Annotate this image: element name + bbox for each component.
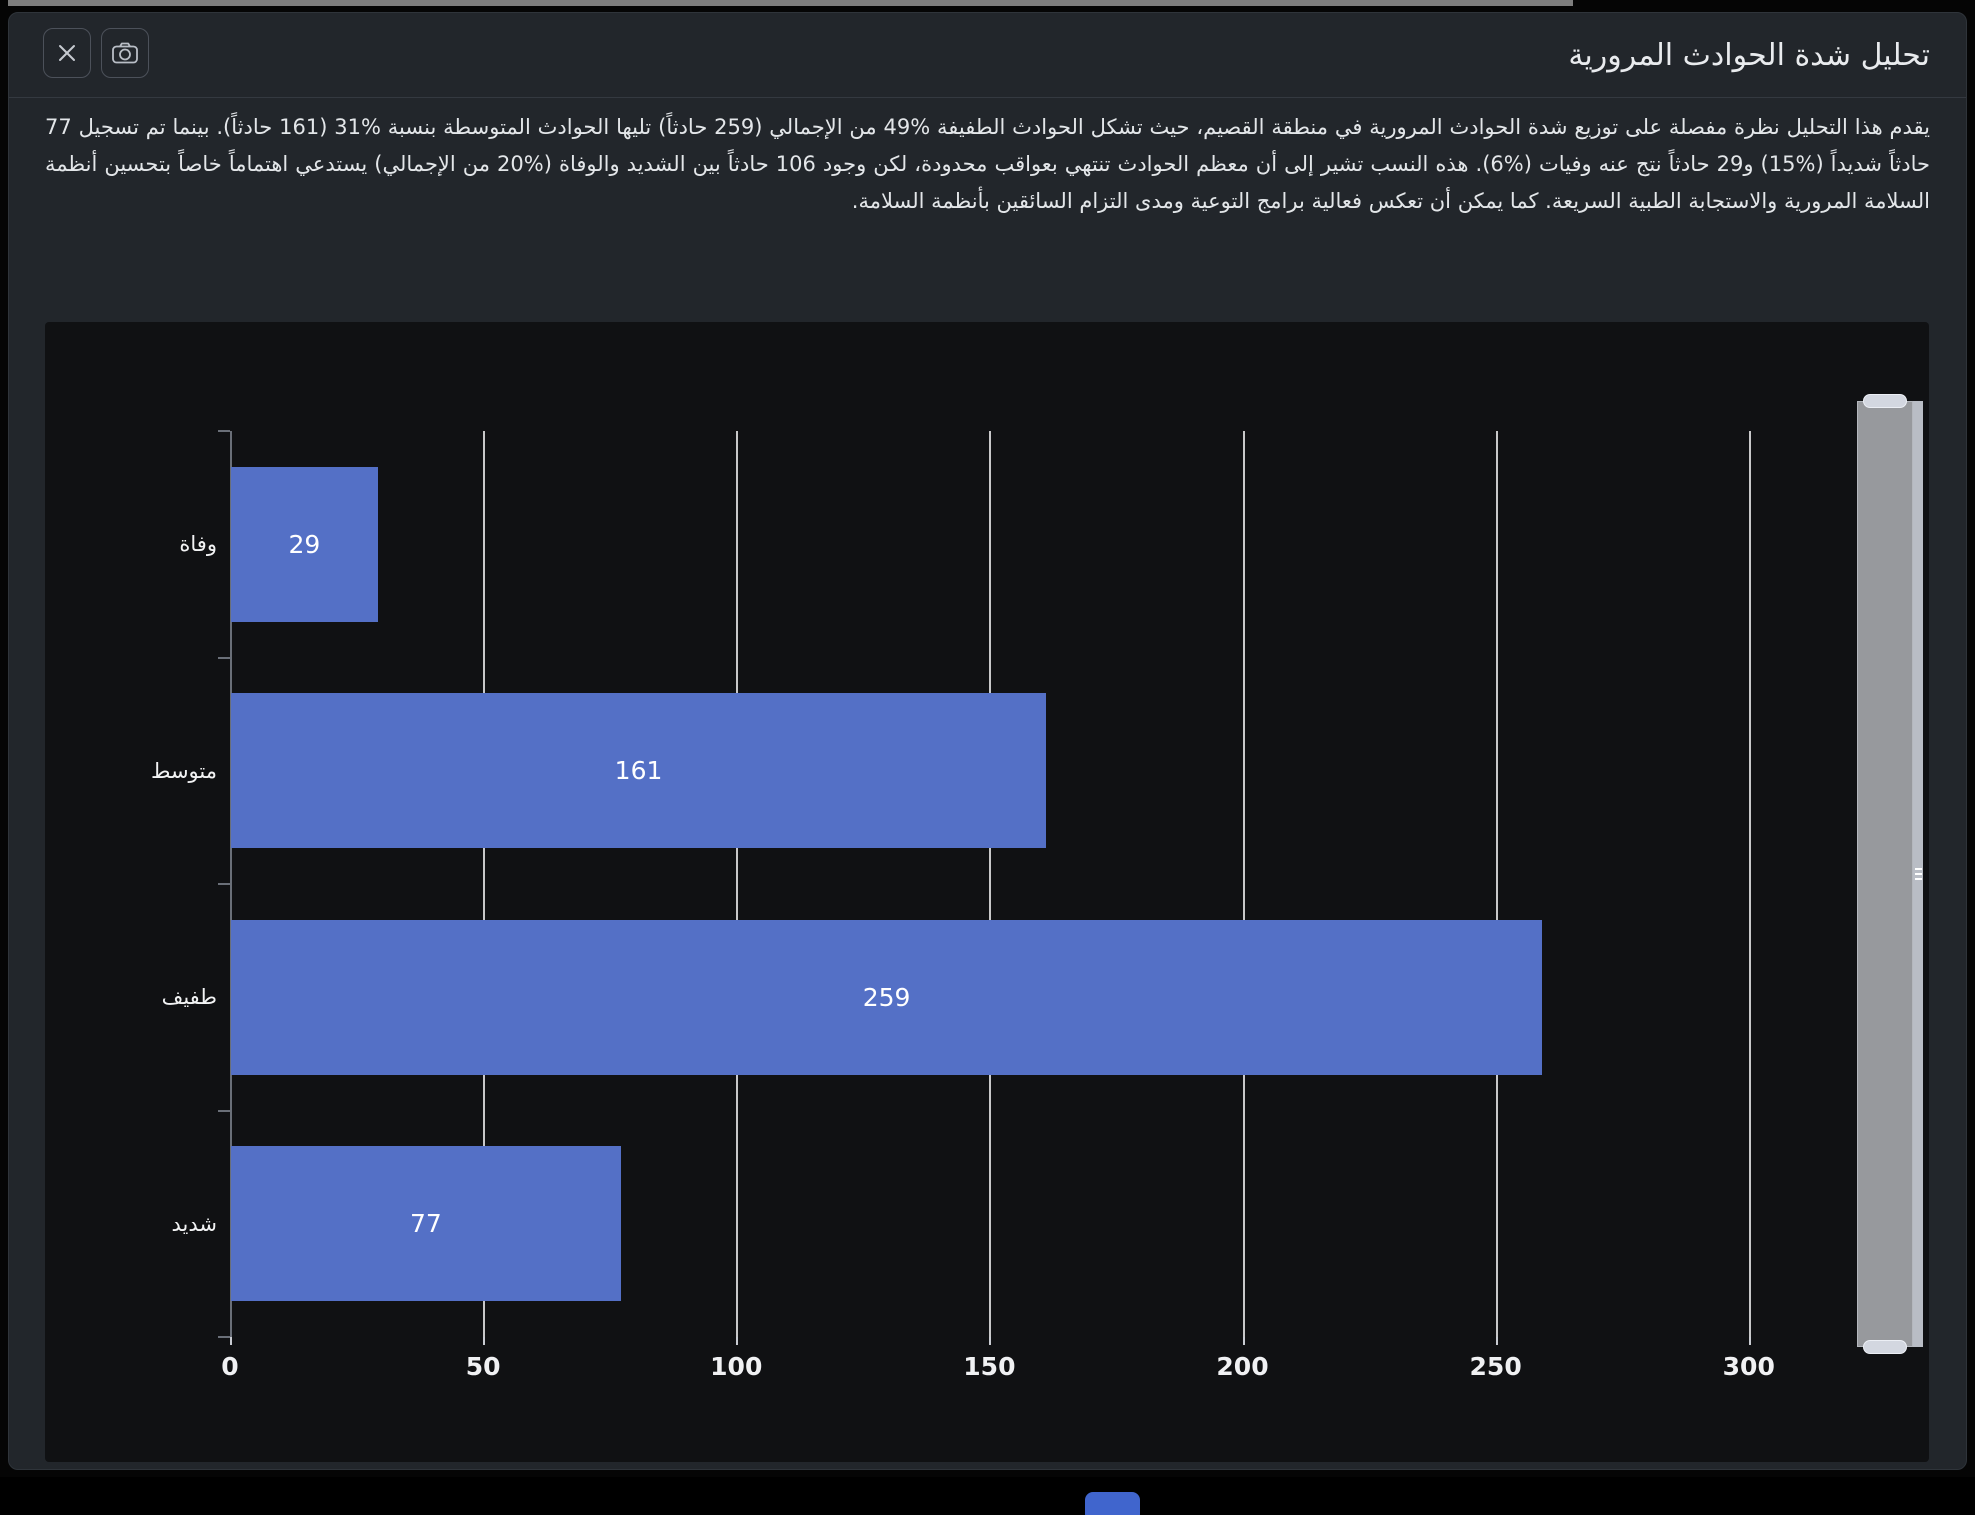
x-axis-tick [230,1337,232,1345]
panel-header: تحليل شدة الحوادث المرورية [9,13,1966,98]
y-axis-tick [218,883,230,885]
close-button[interactable] [43,28,91,78]
category-label: طفيف [161,985,217,1009]
datazoom-handle-bottom[interactable] [1863,1340,1907,1354]
datazoom-grip-icon[interactable] [1913,868,1923,880]
y-axis-tick [218,430,230,432]
x-axis-tick-label: 0 [221,1352,239,1381]
bar-value-label: 77 [410,1209,442,1239]
chart-container: 0 50 100 150 200 250 300 وفاة 29 متوسط 161 طفيف 259 ش… [45,322,1929,1462]
y-axis-tick [218,656,230,659]
gridline [1242,431,1245,1337]
gridline [989,431,992,1337]
datazoom-slider[interactable] [1857,394,1923,1354]
x-axis-tick [1242,1337,1245,1345]
x-axis-tick-label: 150 [963,1352,1016,1381]
gridline [736,431,739,1337]
bar[interactable] [231,693,1047,849]
x-axis-tick [1495,1337,1498,1345]
panel-title: تحليل شدة الحوادث المرورية [1568,38,1930,73]
x-axis-tick-label: 50 [465,1352,501,1381]
category-label: وفاة [179,532,217,556]
taskbar-item[interactable] [1085,1492,1140,1515]
y-axis-tick [218,1336,230,1338]
y-axis-line [230,431,232,1339]
bar[interactable] [231,1146,621,1302]
bar[interactable] [231,919,1543,1075]
x-axis-tick [1748,1337,1751,1345]
category-label: متوسط [151,758,217,783]
bar[interactable] [231,466,378,622]
screenshot-button[interactable] [101,28,149,78]
x-axis-tick-label: 250 [1469,1352,1522,1381]
taskbar [0,1477,1975,1515]
bar-value-label: 259 [862,982,911,1012]
analysis-panel: تحليل شدة الحوادث المرورية يقدم هذا التح… [8,12,1967,1470]
x-axis-tick-label: 200 [1216,1352,1269,1381]
bar-chart: 0 50 100 150 200 250 300 وفاة 29 متوسط 161 طفيف 259 ش… [45,322,1929,1462]
datazoom-selected-range[interactable] [1857,401,1913,1347]
datazoom-handle-top[interactable] [1863,394,1907,408]
y-axis-tick [218,1109,230,1112]
bar-value-label: 161 [614,756,663,786]
bar-value-label: 29 [288,529,321,559]
category-label: شديد [171,1211,218,1236]
gridline [1495,431,1498,1337]
camera-icon [111,41,139,65]
close-icon [56,42,78,64]
window-top-strip [8,0,1573,6]
x-axis-tick [989,1337,992,1345]
gridline [483,431,486,1337]
x-axis-tick [736,1337,739,1345]
x-axis-tick-label: 100 [710,1352,763,1381]
x-axis-tick-label: 300 [1722,1352,1775,1381]
analysis-description: يقدم هذا التحليل نظرة مفصلة على توزيع شد… [45,115,1931,213]
x-axis-tick [483,1337,486,1345]
gridline [1748,431,1751,1337]
